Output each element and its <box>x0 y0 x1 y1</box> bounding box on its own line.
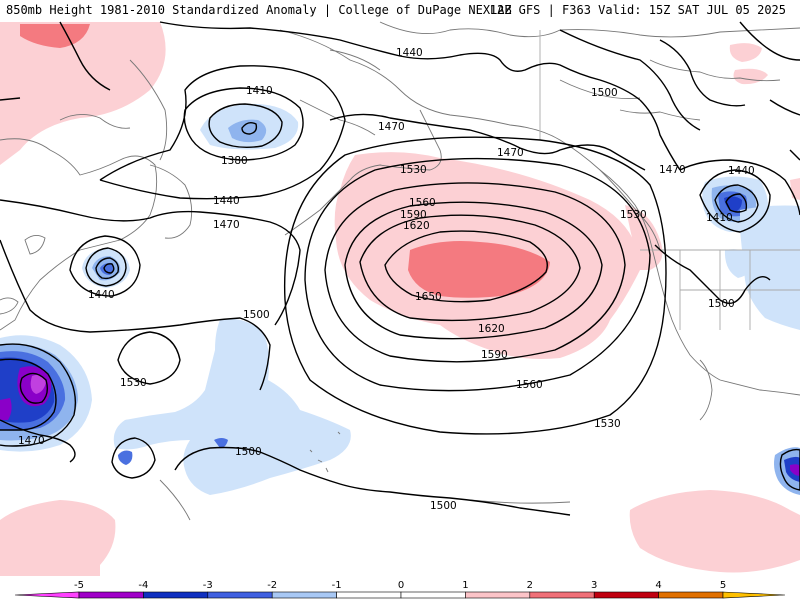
contour-label: 1410 <box>706 212 733 224</box>
colorbar-tick-label: -3 <box>203 580 213 591</box>
contour-label: 1500 <box>591 87 618 99</box>
colorbar-tick-label: 0 <box>398 580 404 591</box>
colorbar-tick-label: -4 <box>138 580 148 591</box>
positive-anomaly-shading <box>0 22 800 576</box>
colorbar-tick-label: -1 <box>332 580 342 591</box>
anomaly-colorbar: -5 -4 -3 -2 -1 0 1 2 3 4 5 <box>0 576 800 600</box>
anomaly-map: 1440 1410 1380 1470 1440 1440 1470 1500 … <box>0 20 800 576</box>
contour-label: 1470 <box>18 435 45 447</box>
contour-label: 1620 <box>403 220 430 232</box>
colorbar-segment <box>529 591 595 599</box>
colorbar-segment <box>14 591 80 599</box>
contour-label: 1500 <box>430 500 457 512</box>
colorbar-tick-label: 4 <box>655 580 661 591</box>
map-canvas: 1440 1410 1380 1470 1440 1440 1470 1500 … <box>0 20 800 576</box>
colorbar-segment <box>207 591 273 599</box>
contour-label: 1440 <box>213 195 240 207</box>
colorbar-tick-label: 3 <box>591 580 597 591</box>
contour-label: 1500 <box>708 298 735 310</box>
map-title: 850mb Height 1981-2010 Standardized Anom… <box>6 3 512 17</box>
contour-label: 1440 <box>728 165 755 177</box>
contour-label: 1530 <box>120 377 147 389</box>
contour-label: 1560 <box>516 379 543 391</box>
contour-label: 1440 <box>396 47 423 59</box>
contour-label: 1410 <box>246 85 273 97</box>
colorbar-segment <box>658 591 724 599</box>
contour-label: 1530 <box>400 164 427 176</box>
contour-label: 1530 <box>594 418 621 430</box>
contour-label: 1500 <box>243 309 270 321</box>
height-contours <box>0 21 800 516</box>
contour-label: 1590 <box>481 349 508 361</box>
map-title-bar: 850mb Height 1981-2010 Standardized Anom… <box>0 0 800 20</box>
colorbar-segment <box>78 591 144 599</box>
contour-label: 1470 <box>213 219 240 231</box>
contour-label: 1560 <box>409 197 436 209</box>
contour-labels: 1440 1410 1380 1470 1440 1440 1470 1500 … <box>18 47 755 512</box>
colorbar-segment <box>271 591 337 599</box>
colorbar-tick-label: -5 <box>74 580 84 591</box>
colorbar-tick-label: -2 <box>267 580 277 591</box>
contour-label: 1590 <box>400 209 427 221</box>
contour-label: 1470 <box>659 164 686 176</box>
model-run-info: 12Z GFS | F363 Valid: 15Z SAT JUL 05 202… <box>489 3 786 17</box>
colorbar-segment <box>593 591 659 599</box>
contour-label: 1470 <box>497 147 524 159</box>
contour-label: 1380 <box>221 155 248 167</box>
colorbar-segment <box>400 591 466 599</box>
contour-label: 1500 <box>235 446 262 458</box>
colorbar-segment <box>722 591 786 599</box>
contour-label: 1530 <box>620 209 647 221</box>
colorbar-tick-label: 5 <box>720 580 726 591</box>
colorbar-segment <box>465 591 531 599</box>
contour-label: 1440 <box>88 289 115 301</box>
contour-label: 1620 <box>478 323 505 335</box>
negative-anomaly-shading <box>0 103 800 495</box>
contour-label: 1650 <box>415 291 442 303</box>
contour-label: 1470 <box>378 121 405 133</box>
colorbar-segment <box>336 591 402 599</box>
colorbar-canvas: -5 -4 -3 -2 -1 0 1 2 3 4 5 <box>14 580 786 599</box>
colorbar-segment <box>143 591 209 599</box>
colorbar-tick-label: 2 <box>527 580 533 591</box>
colorbar-tick-label: 1 <box>462 580 468 591</box>
